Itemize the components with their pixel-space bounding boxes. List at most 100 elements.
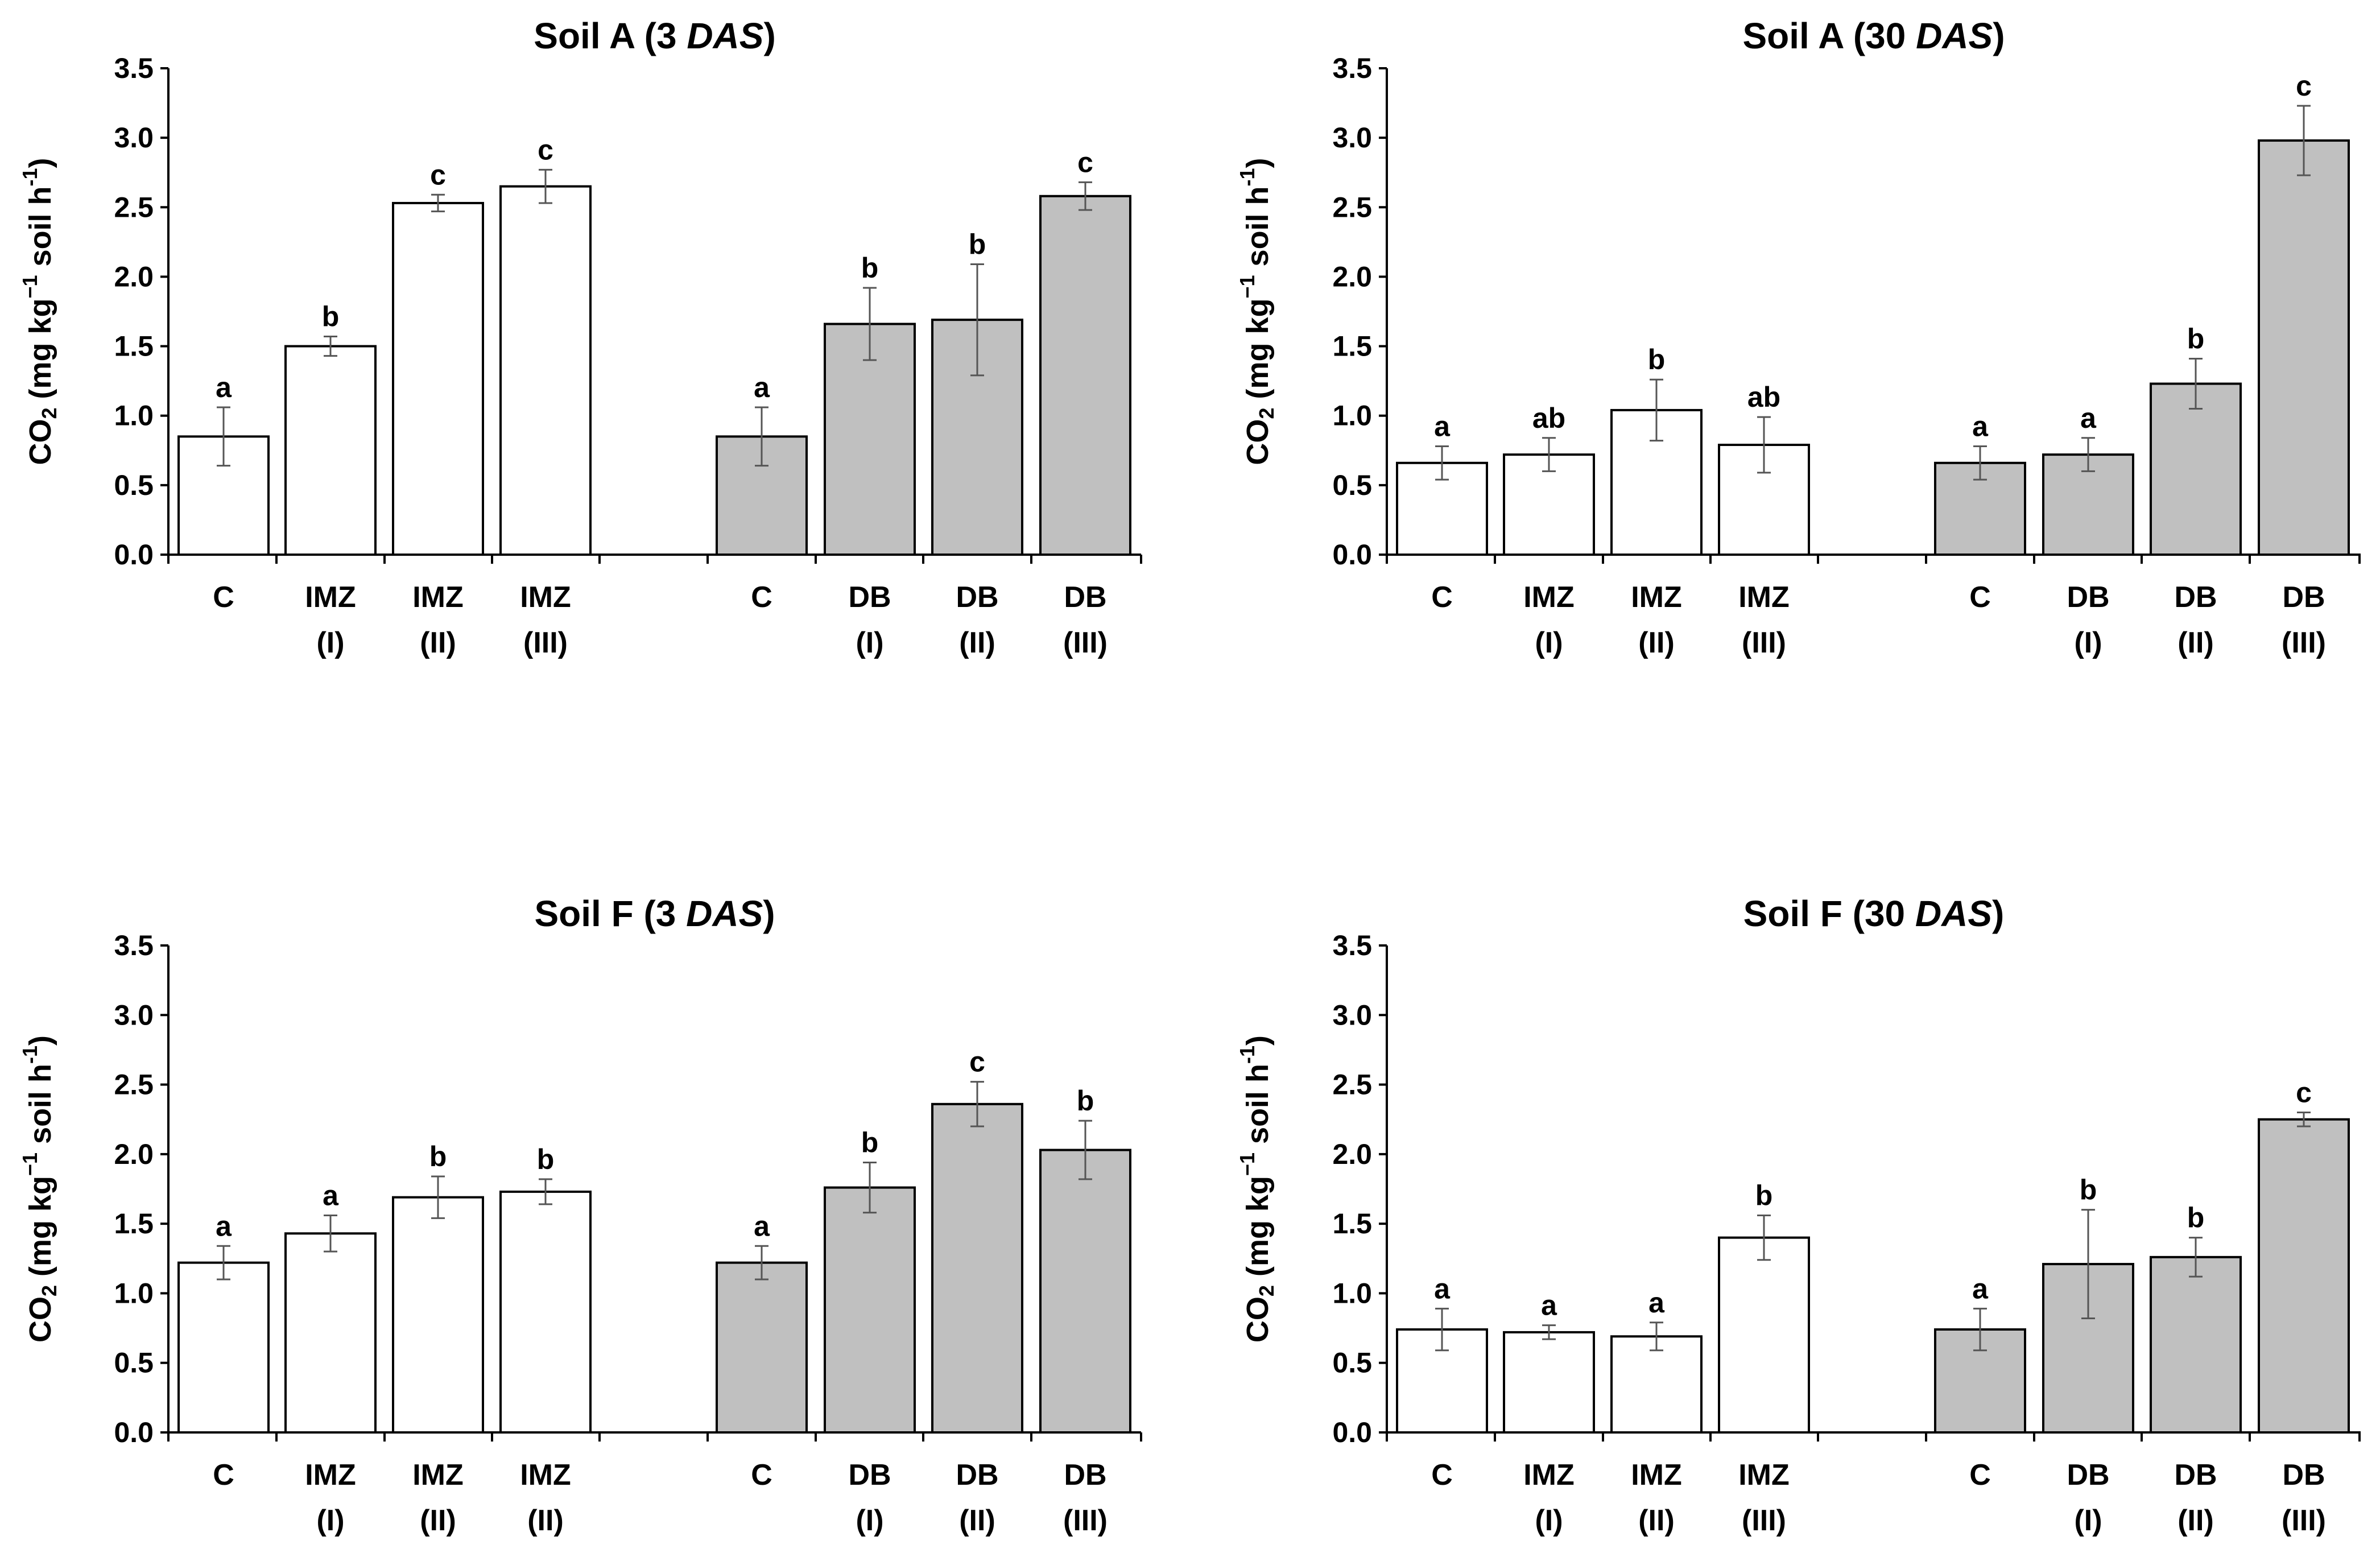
significance-letter: b — [429, 1141, 447, 1172]
significance-text: b — [2080, 1174, 2097, 1206]
ylabel-sub: 2 — [38, 1285, 61, 1296]
category-line2: (II) — [2177, 1504, 2214, 1537]
y-axis-label: CO2 (mg kg−1 soil h-1) — [1236, 158, 1278, 465]
y-tick-text: 2.0 — [1332, 261, 1372, 292]
y-tick-text: 3.5 — [1332, 52, 1372, 84]
bar-group: a IMZ (I) — [284, 1179, 377, 1537]
significance-letter: a — [216, 1210, 232, 1242]
bar-group: b DB (I) — [824, 252, 916, 659]
significance-text: c — [430, 159, 446, 191]
significance-letter: c — [969, 1046, 985, 1078]
bar — [499, 1190, 592, 1434]
category-line2: (I) — [2074, 1504, 2102, 1537]
ylabel-sub: 2 — [1255, 408, 1278, 419]
category-line1: DB — [2067, 581, 2109, 614]
significance-letter: a — [754, 371, 770, 403]
category-sublabel: (III) — [1742, 1504, 1786, 1537]
category-label: C — [1431, 581, 1453, 614]
category-line1: IMZ — [305, 1459, 356, 1492]
y-tick-label: 2.0 — [114, 261, 154, 292]
category-line1: IMZ — [1631, 1459, 1682, 1492]
significance-letter: a — [1972, 1273, 1989, 1304]
category-label: IMZ — [412, 1459, 464, 1492]
category-line2: (III) — [1742, 1504, 1786, 1537]
category-line2: (III) — [2282, 1504, 2326, 1537]
y-tick-label: 2.0 — [1332, 261, 1372, 292]
title-das: DAS — [686, 893, 763, 934]
y-tick-text: 1.5 — [1332, 1208, 1372, 1240]
category-sublabel: (II) — [2177, 626, 2214, 659]
category-line1: C — [213, 1459, 234, 1492]
bar-group: ab IMZ (I) — [1503, 402, 1595, 659]
y-tick-text: 1.0 — [114, 1277, 154, 1309]
significance-letter: a — [1541, 1290, 1557, 1321]
bar-group: aC — [1396, 410, 1488, 614]
y-tick-text: 0.0 — [114, 1416, 154, 1448]
y-tick-text: 1.5 — [1332, 331, 1372, 362]
y-tick-text: 1.0 — [1332, 1277, 1372, 1309]
category-line1: C — [751, 581, 772, 614]
chart-panel-4: Soil F (30 DAS)CO2 (mg kg−1 soil h-1)0.0… — [1236, 893, 2361, 1537]
chart-title: Soil F (3 DAS) — [534, 893, 775, 934]
bar — [931, 1102, 1023, 1434]
category-line2: (II) — [2177, 626, 2214, 659]
significance-text: a — [2080, 402, 2097, 434]
y-tick-text: 2.0 — [114, 261, 154, 292]
ylabel-soil: soil h — [1241, 1064, 1275, 1153]
ylabel-co: CO — [1241, 1296, 1275, 1343]
category-label: IMZ — [520, 1459, 571, 1492]
category-line2: (I) — [316, 626, 344, 659]
bar-group: c IMZ (II) — [392, 159, 484, 659]
significance-text: a — [216, 1210, 232, 1242]
category-line1: DB — [2174, 581, 2217, 614]
y-tick-text: 2.5 — [114, 191, 154, 223]
category-sublabel: (I) — [2074, 626, 2102, 659]
significance-letter: a — [1434, 1273, 1451, 1304]
category-line1: DB — [848, 1459, 891, 1492]
category-sublabel: (I) — [316, 626, 344, 659]
ylabel-close: ) — [23, 158, 57, 168]
y-tick-label: 0.5 — [1332, 469, 1372, 501]
category-line1: DB — [2282, 581, 2325, 614]
category-line2: (II) — [959, 1504, 995, 1537]
significance-text: a — [754, 371, 770, 403]
bar-group: c DB (III) — [2258, 70, 2350, 659]
bar-group: b DB (I) — [824, 1127, 916, 1537]
category-label: DB — [848, 1459, 891, 1492]
significance-letter: ab — [1747, 381, 1780, 413]
category-label: DB — [2174, 1459, 2217, 1492]
significance-text: a — [754, 1210, 770, 1242]
bar — [2150, 382, 2242, 556]
significance-text: ab — [1747, 381, 1780, 413]
significance-text: b — [2187, 323, 2205, 355]
bar — [499, 185, 592, 556]
category-label: C — [1969, 581, 1991, 614]
bar — [2258, 1118, 2350, 1434]
category-line2: (II) — [959, 626, 995, 659]
significance-letter: b — [861, 1127, 879, 1159]
bar-group: c DB (II) — [931, 1046, 1023, 1537]
title-close: ) — [1992, 893, 2004, 934]
category-label: DB — [1064, 1459, 1106, 1492]
category-line1: C — [1431, 1459, 1453, 1492]
category-label: IMZ — [1523, 581, 1575, 614]
category-line1: IMZ — [305, 581, 356, 614]
significance-letter: c — [538, 134, 553, 166]
category-line2: (I) — [1535, 626, 1563, 659]
y-tick-label: 1.5 — [114, 331, 154, 362]
ylabel-sup1: −1 — [18, 1153, 42, 1176]
significance-letter: c — [2296, 1076, 2312, 1108]
category-sublabel: (I) — [856, 1504, 883, 1537]
category-line1: IMZ — [520, 581, 571, 614]
significance-text: ab — [1532, 402, 1565, 434]
title-das: DAS — [1915, 893, 1992, 934]
significance-text: b — [537, 1143, 555, 1175]
y-tick-label: 0.5 — [114, 469, 154, 501]
significance-letter: b — [2187, 323, 2205, 355]
category-line1: IMZ — [1523, 581, 1575, 614]
category-label: IMZ — [305, 581, 356, 614]
significance-text: c — [1077, 146, 1093, 178]
category-line1: IMZ — [1738, 1459, 1790, 1492]
y-tick-text: 2.0 — [114, 1138, 154, 1170]
bar-group: aC — [1396, 1273, 1488, 1492]
